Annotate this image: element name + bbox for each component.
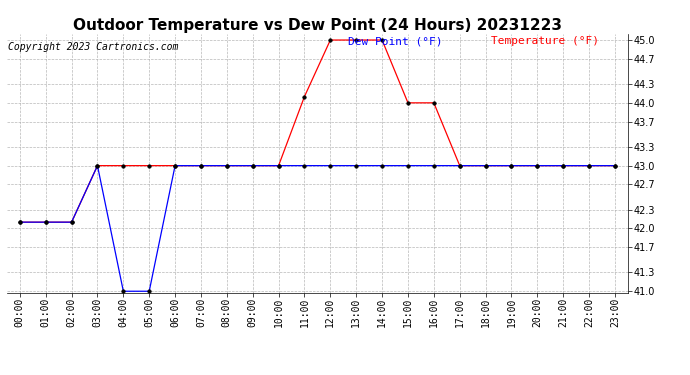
Text: Temperature (°F): Temperature (°F)	[491, 36, 600, 46]
Title: Outdoor Temperature vs Dew Point (24 Hours) 20231223: Outdoor Temperature vs Dew Point (24 Hou…	[73, 18, 562, 33]
Text: Copyright 2023 Cartronics.com: Copyright 2023 Cartronics.com	[8, 42, 179, 51]
Text: Dew Point (°F): Dew Point (°F)	[348, 36, 443, 46]
